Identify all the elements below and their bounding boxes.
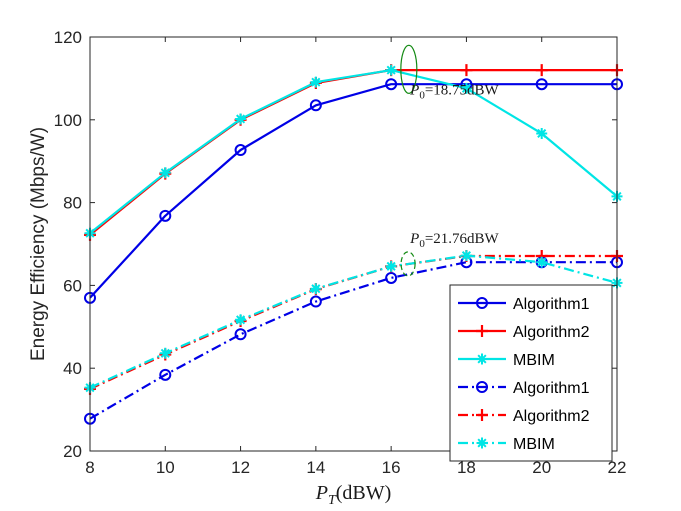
legend-marker — [476, 381, 488, 393]
annotation-label: P0=21.76dBW — [409, 231, 499, 250]
data-point — [536, 256, 548, 268]
legend-marker — [476, 409, 488, 421]
x-tick-label: 12 — [231, 458, 250, 477]
x-axis-label: PT(dBW) — [315, 482, 392, 508]
legend-label: MBIM — [513, 352, 555, 369]
data-point — [385, 271, 398, 284]
legend-label: Algorithm1 — [513, 296, 590, 313]
y-tick-label: 100 — [54, 111, 82, 130]
legend-label: Algorithm1 — [513, 380, 590, 397]
x-tick-label: 14 — [306, 458, 325, 477]
x-tick-label: 18 — [457, 458, 476, 477]
x-tick-label: 20 — [532, 458, 551, 477]
axes: 8 10 12 14 16 18 20 22 20 40 60 80 100 120 PT(dBW) Ener… — [28, 28, 626, 508]
legend-entry: Algorithm1 — [458, 380, 590, 397]
legend-entry: Algorithm2 — [458, 324, 590, 341]
y-axis-label: Energy Efficiency (Mbps/W) — [28, 127, 49, 361]
x-tick-label: 22 — [608, 458, 627, 477]
data-point — [460, 250, 472, 262]
data-point — [535, 78, 548, 91]
data-point — [234, 144, 247, 157]
data-point — [159, 167, 171, 179]
legend-label: MBIM — [513, 436, 555, 453]
series-line — [89, 68, 618, 235]
legend-entry: Algorithm2 — [458, 408, 590, 425]
legend-entry: Algorithm1 — [458, 296, 590, 313]
legend-entry: MBIM — [458, 436, 555, 453]
y-tick-label: 60 — [63, 276, 82, 295]
data-point — [235, 314, 247, 326]
legend-marker — [476, 437, 488, 449]
annotation-label: P0=18.75dBW — [409, 82, 499, 101]
y-tick-label: 120 — [54, 28, 82, 47]
data-point — [309, 295, 322, 308]
data-point — [159, 347, 171, 359]
data-point — [309, 99, 322, 112]
data-point — [159, 209, 172, 222]
data-point — [535, 64, 548, 77]
y-tick-label: 80 — [63, 194, 82, 213]
series-line — [89, 261, 617, 420]
axes-box — [89, 36, 618, 452]
highlight-ellipse-upper — [400, 44, 418, 94]
legend-marker — [476, 353, 488, 365]
data-point — [385, 78, 398, 91]
data-point — [234, 328, 247, 341]
y-tick-label: 20 — [63, 442, 82, 461]
annotations: P0=18.75dBW P0=21.76dBW — [400, 44, 500, 277]
data-point — [385, 64, 397, 76]
data-point — [235, 113, 247, 125]
series-line — [89, 83, 617, 299]
legend: Algorithm1 Algorithm2 MBIM Algorithm1 Algori… — [449, 284, 613, 462]
data-point — [310, 76, 322, 88]
data-point — [460, 64, 473, 77]
data-point — [159, 368, 172, 381]
data-point — [536, 127, 548, 139]
y-tick-label: 40 — [63, 359, 82, 378]
x-tick-label: 8 — [85, 458, 94, 477]
series-line — [89, 254, 618, 389]
data-point — [310, 283, 322, 295]
legend-marker — [476, 297, 488, 309]
data-point — [385, 260, 397, 272]
highlight-ellipse-lower — [400, 251, 416, 277]
x-tick-label: 16 — [382, 458, 401, 477]
x-tick-label: 10 — [156, 458, 175, 477]
legend-entry: MBIM — [458, 352, 555, 369]
data-point — [460, 82, 472, 94]
legend-label: Algorithm2 — [513, 324, 590, 341]
legend-marker — [476, 325, 488, 337]
legend-label: Algorithm2 — [513, 408, 590, 425]
legend-box — [449, 284, 613, 462]
